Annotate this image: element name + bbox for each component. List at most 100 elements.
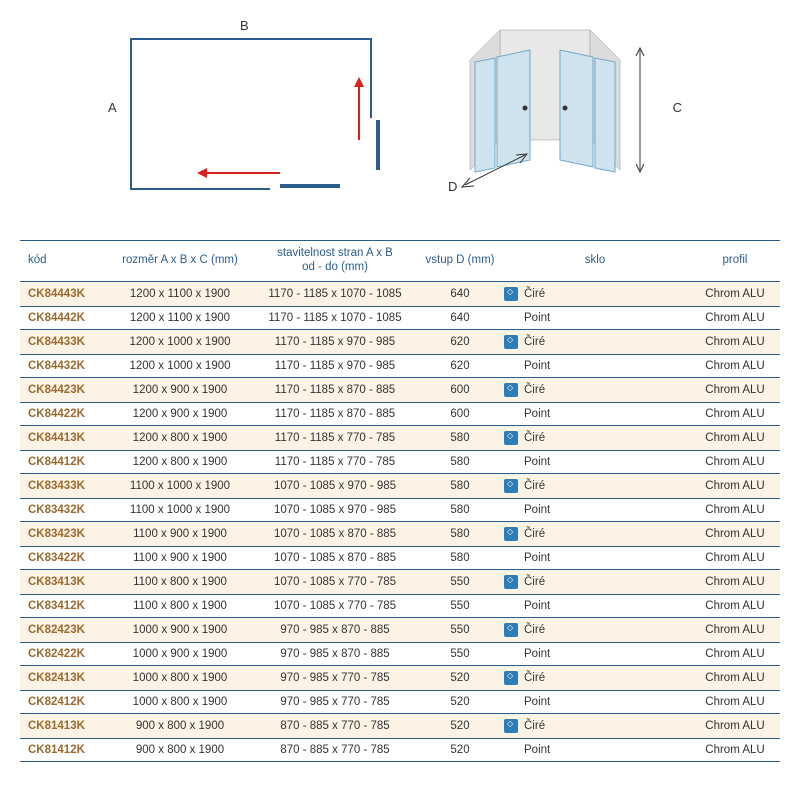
- cell-icon: [500, 354, 522, 377]
- cell-rozmer: 1000 x 900 x 1900: [110, 617, 250, 642]
- cell-stav: 1070 - 1085 x 970 - 985: [250, 473, 420, 498]
- table-row: CK83413K1100 x 800 x 19001070 - 1085 x 7…: [20, 569, 780, 594]
- cell-sklo: Čiré: [522, 377, 690, 402]
- cell-stav: 1070 - 1085 x 970 - 985: [250, 498, 420, 521]
- cell-sklo: Point: [522, 594, 690, 617]
- table-body: CK84443K1200 x 1100 x 19001170 - 1185 x …: [20, 281, 780, 761]
- cell-profil: Chrom ALU: [690, 738, 780, 761]
- cell-stav: 1070 - 1085 x 770 - 785: [250, 569, 420, 594]
- cell-profil: Chrom ALU: [690, 498, 780, 521]
- cell-stav: 1170 - 1185 x 770 - 785: [250, 450, 420, 473]
- cell-vstup: 550: [420, 617, 500, 642]
- dim-label-a: A: [108, 100, 117, 115]
- cell-icon: [500, 546, 522, 569]
- cell-profil: Chrom ALU: [690, 450, 780, 473]
- cell-rozmer: 1200 x 900 x 1900: [110, 377, 250, 402]
- table-row: CK84433K1200 x 1000 x 19001170 - 1185 x …: [20, 329, 780, 354]
- cell-kod: CK84422K: [20, 402, 110, 425]
- cell-icon: [500, 665, 522, 690]
- cell-icon: [500, 569, 522, 594]
- cell-icon: [500, 594, 522, 617]
- table-row: CK84442K1200 x 1100 x 19001170 - 1185 x …: [20, 306, 780, 329]
- dim-label-b: B: [240, 18, 249, 33]
- easyclean-icon: [504, 383, 518, 397]
- cell-vstup: 620: [420, 329, 500, 354]
- cell-sklo: Point: [522, 306, 690, 329]
- cell-stav: 1170 - 1185 x 1070 - 1085: [250, 306, 420, 329]
- th-rozmer: rozměr A x B x C (mm): [110, 241, 250, 282]
- cell-kod: CK83432K: [20, 498, 110, 521]
- cell-vstup: 640: [420, 281, 500, 306]
- table-row: CK84413K1200 x 800 x 19001170 - 1185 x 7…: [20, 425, 780, 450]
- arrow-left-icon: [200, 172, 280, 174]
- cell-kod: CK84412K: [20, 450, 110, 473]
- cell-profil: Chrom ALU: [690, 281, 780, 306]
- easyclean-icon: [504, 287, 518, 301]
- cell-rozmer: 1100 x 900 x 1900: [110, 546, 250, 569]
- cell-kod: CK84443K: [20, 281, 110, 306]
- dim-label-d: D: [448, 179, 457, 194]
- cell-sklo: Čiré: [522, 665, 690, 690]
- cell-rozmer: 1100 x 1000 x 1900: [110, 498, 250, 521]
- table-row: CK83423K1100 x 900 x 19001070 - 1085 x 8…: [20, 521, 780, 546]
- cell-sklo: Point: [522, 546, 690, 569]
- cell-rozmer: 1000 x 900 x 1900: [110, 642, 250, 665]
- cell-profil: Chrom ALU: [690, 546, 780, 569]
- isometric-svg: [440, 20, 680, 200]
- isometric-view: C D: [440, 20, 680, 200]
- cell-vstup: 550: [420, 642, 500, 665]
- cell-profil: Chrom ALU: [690, 425, 780, 450]
- cell-stav: 870 - 885 x 770 - 785: [250, 738, 420, 761]
- plan-right-door: [376, 120, 380, 170]
- cell-kod: CK82412K: [20, 690, 110, 713]
- cell-rozmer: 1100 x 800 x 1900: [110, 594, 250, 617]
- cell-sklo: Point: [522, 354, 690, 377]
- easyclean-icon: [504, 431, 518, 445]
- cell-icon: [500, 713, 522, 738]
- cell-profil: Chrom ALU: [690, 402, 780, 425]
- cell-rozmer: 1000 x 800 x 1900: [110, 665, 250, 690]
- table-row: CK83432K1100 x 1000 x 19001070 - 1085 x …: [20, 498, 780, 521]
- cell-icon: [500, 738, 522, 761]
- cell-vstup: 580: [420, 473, 500, 498]
- cell-rozmer: 1100 x 800 x 1900: [110, 569, 250, 594]
- cell-vstup: 550: [420, 594, 500, 617]
- cell-rozmer: 1100 x 1000 x 1900: [110, 473, 250, 498]
- spec-table: kód rozměr A x B x C (mm) stavitelnost s…: [20, 240, 780, 762]
- cell-sklo: Čiré: [522, 281, 690, 306]
- table-row: CK82412K1000 x 800 x 1900970 - 985 x 770…: [20, 690, 780, 713]
- cell-rozmer: 1000 x 800 x 1900: [110, 690, 250, 713]
- cell-icon: [500, 450, 522, 473]
- cell-kod: CK81413K: [20, 713, 110, 738]
- cell-vstup: 620: [420, 354, 500, 377]
- cell-stav: 970 - 985 x 770 - 785: [250, 665, 420, 690]
- cell-rozmer: 1200 x 1000 x 1900: [110, 354, 250, 377]
- th-stav: stavitelnost stran A x B od - do (mm): [250, 241, 420, 282]
- easyclean-icon: [504, 527, 518, 541]
- cell-profil: Chrom ALU: [690, 642, 780, 665]
- cell-icon: [500, 498, 522, 521]
- cell-rozmer: 1200 x 1100 x 1900: [110, 281, 250, 306]
- cell-rozmer: 1200 x 1100 x 1900: [110, 306, 250, 329]
- easyclean-icon: [504, 479, 518, 493]
- cell-stav: 1170 - 1185 x 970 - 985: [250, 329, 420, 354]
- cell-profil: Chrom ALU: [690, 569, 780, 594]
- cell-sklo: Čiré: [522, 617, 690, 642]
- cell-profil: Chrom ALU: [690, 306, 780, 329]
- cell-sklo: Čiré: [522, 425, 690, 450]
- cell-sklo: Čiré: [522, 521, 690, 546]
- cell-icon: [500, 281, 522, 306]
- cell-icon: [500, 402, 522, 425]
- cell-vstup: 580: [420, 546, 500, 569]
- cell-icon: [500, 690, 522, 713]
- cell-icon: [500, 473, 522, 498]
- cell-profil: Chrom ALU: [690, 617, 780, 642]
- easyclean-icon: [504, 335, 518, 349]
- cell-icon: [500, 642, 522, 665]
- cell-kod: CK84413K: [20, 425, 110, 450]
- cell-stav: 970 - 985 x 870 - 885: [250, 642, 420, 665]
- cell-icon: [500, 425, 522, 450]
- cell-rozmer: 1200 x 800 x 1900: [110, 425, 250, 450]
- cell-stav: 1170 - 1185 x 770 - 785: [250, 425, 420, 450]
- plan-bottom-door: [280, 184, 340, 188]
